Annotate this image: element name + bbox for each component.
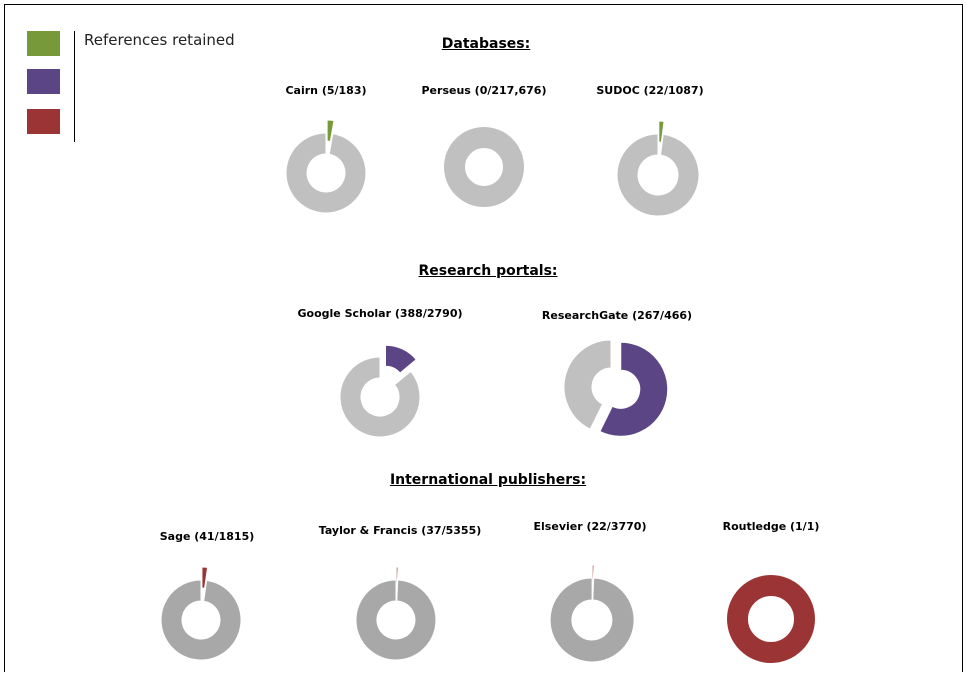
figure-frame [4, 4, 963, 672]
legend-swatch-red [27, 109, 60, 134]
donut-google-scholar-slice-retained [385, 344, 417, 374]
donut-label-sage: Sage (41/1815) [159, 530, 255, 543]
donut-researchgate-slice-retained [599, 341, 669, 437]
legend-divider [74, 31, 75, 142]
donut-cairn-slice-other [285, 132, 367, 214]
donut-sudoc-slice-retained [658, 120, 665, 143]
legend-swatch-purple [27, 69, 60, 94]
section-title-international-publishers: International publishers: [389, 472, 587, 488]
donut-label-sudoc: SUDOC (22/1087) [596, 84, 704, 97]
donut-google-scholar-slice-other [339, 356, 421, 438]
legend-label: References retained [84, 31, 235, 49]
donut-label-perseus: Perseus (0/217,676) [421, 84, 547, 97]
donut-label-elsevier: Elsevier (22/3770) [533, 520, 647, 533]
legend-swatch-green [27, 31, 60, 56]
donut-label-taylor-francis: Taylor & Francis (37/5355) [318, 524, 482, 537]
donut-sudoc-slice-other [616, 133, 700, 217]
section-title-research-portals: Research portals: [418, 263, 558, 279]
donut-routledge-slice-retained [727, 575, 815, 663]
section-title-databases: Databases: [441, 36, 531, 52]
donut-sage-slice-other [160, 579, 242, 661]
donut-elsevier-slice-other [549, 577, 635, 663]
donut-label-researchgate: ResearchGate (267/466) [541, 309, 693, 322]
donut-researchgate-slice-other [563, 339, 612, 430]
donut-label-google-scholar: Google Scholar (388/2790) [297, 307, 463, 320]
donut-sage-slice-retained [201, 566, 209, 589]
donut-taylor-francis-slice-other [355, 579, 437, 661]
donut-perseus-slice-other [444, 127, 524, 207]
donut-cairn-slice-retained [326, 119, 335, 142]
donut-label-cairn: Cairn (5/183) [285, 84, 367, 97]
donut-label-routledge: Routledge (1/1) [722, 520, 820, 533]
